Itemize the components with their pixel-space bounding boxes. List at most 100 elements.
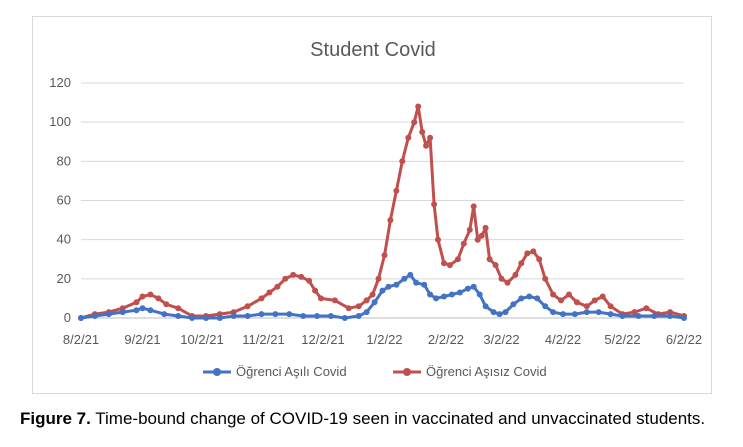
legend-item-1: Öğrenci Aşısız Covid: [393, 364, 547, 379]
data-point-1-29: [375, 275, 382, 282]
data-point-1-44: [454, 256, 461, 263]
data-point-0-20: [341, 315, 348, 321]
data-point-1-66: [591, 297, 598, 304]
data-point-1-55: [512, 271, 519, 278]
data-point-1-16: [266, 289, 273, 296]
data-point-0-28: [407, 271, 414, 278]
x-tick-label: 11/2/21: [242, 332, 284, 347]
legend-label: Öğrenci Aşısız Covid: [426, 364, 547, 379]
data-point-0-24: [379, 287, 386, 294]
data-point-1-45: [460, 240, 467, 247]
data-point-0-32: [433, 295, 440, 302]
data-point-0-19: [327, 313, 334, 319]
data-point-0-4: [133, 307, 140, 314]
data-point-0-56: [651, 313, 658, 319]
data-point-0-7: [161, 311, 168, 318]
line-chart: Student Covid 0 20 40 60 80 100 120 8/2/21 9/2/2…: [49, 39, 702, 379]
data-point-1-4: [133, 299, 140, 306]
data-point-1-40: [431, 201, 438, 208]
data-point-1-5: [139, 293, 146, 300]
data-point-1-15: [258, 295, 265, 302]
data-point-0-53: [607, 311, 614, 318]
legend: Öğrenci Aşılı Covid Öğrenci Aşısız Covid: [203, 364, 547, 379]
data-point-1-68: [607, 303, 614, 310]
data-point-1-7: [155, 295, 162, 302]
data-point-0-52: [595, 309, 602, 316]
data-point-1-39: [427, 134, 434, 141]
data-point-1-71: [643, 305, 650, 312]
axis-labels: 0 20 40 60 80 100 120 8/2/21 9/2/21 10/2/21 11/2/2…: [49, 75, 702, 347]
data-point-0-15: [272, 311, 279, 318]
data-point-0-21: [355, 313, 362, 319]
y-tick-label: 40: [57, 232, 71, 247]
data-point-0-31: [427, 291, 434, 298]
data-point-1-6: [147, 291, 154, 298]
data-point-0-33: [441, 293, 447, 300]
data-point-1-17: [274, 283, 281, 290]
figure-label: Figure 7.: [20, 409, 91, 428]
data-point-1-19: [290, 271, 297, 278]
y-tick-label: 0: [64, 310, 71, 325]
y-tick-label: 100: [49, 114, 71, 129]
data-point-1-28: [369, 291, 376, 298]
x-tick-label: 1/2/22: [366, 332, 402, 347]
data-point-0-41: [496, 311, 503, 318]
data-point-0-39: [482, 303, 489, 310]
data-point-0-44: [518, 295, 525, 302]
data-point-1-23: [318, 295, 324, 302]
data-point-1-9: [175, 305, 182, 312]
data-point-1-53: [498, 275, 505, 282]
data-point-0-27: [401, 275, 408, 282]
x-tick-label: 9/2/21: [124, 332, 160, 347]
data-series: [78, 103, 687, 321]
series-line-0: [80, 273, 685, 320]
data-point-1-49: [478, 232, 485, 239]
legend-label: Öğrenci Aşılı Covid: [236, 364, 347, 379]
data-point-0-45: [526, 293, 533, 300]
data-point-0-35: [456, 289, 463, 296]
chart-title: Student Covid: [310, 39, 436, 61]
data-point-0-54: [619, 313, 626, 319]
data-point-1-43: [446, 262, 453, 269]
data-point-1-70: [631, 309, 638, 316]
series-0: [78, 271, 687, 321]
data-point-1-41: [435, 236, 441, 243]
data-point-0-47: [542, 303, 549, 310]
data-point-1-26: [355, 303, 362, 310]
gridlines: [81, 82, 684, 319]
x-tick-label: 6/2/22: [666, 332, 702, 347]
data-point-0-3: [119, 309, 126, 316]
data-point-1-18: [282, 275, 289, 282]
data-point-0-57: [667, 313, 674, 319]
y-tick-label: 60: [57, 193, 71, 208]
data-point-1-64: [573, 299, 580, 306]
data-point-0-58: [681, 315, 687, 321]
data-point-0-40: [490, 309, 497, 316]
data-point-1-58: [530, 248, 537, 255]
data-point-0-0: [78, 315, 84, 321]
x-tick-label: 10/2/21: [180, 332, 223, 347]
x-tick-label: 5/2/22: [604, 332, 640, 347]
data-point-0-23: [371, 299, 378, 306]
data-point-1-63: [566, 291, 572, 298]
data-point-1-62: [558, 297, 564, 304]
data-point-0-13: [244, 313, 251, 319]
data-point-1-22: [312, 287, 319, 294]
series-line-1: [80, 105, 685, 320]
data-point-1-31: [387, 217, 394, 224]
figure-caption: Figure 7. Time-bound change of COVID-19 …: [20, 409, 735, 429]
data-point-1-24: [331, 297, 338, 304]
data-point-1-21: [306, 277, 313, 284]
data-point-1-47: [470, 203, 477, 210]
data-point-0-38: [476, 291, 483, 298]
data-point-0-5: [139, 305, 146, 312]
data-point-1-54: [504, 279, 511, 286]
data-point-0-51: [583, 309, 590, 316]
data-point-1-36: [415, 103, 422, 110]
data-point-0-34: [448, 291, 455, 298]
data-point-1-59: [536, 256, 543, 263]
data-point-1-35: [411, 119, 418, 126]
data-point-0-43: [510, 301, 517, 308]
data-point-0-22: [363, 309, 370, 316]
data-point-0-30: [421, 281, 428, 288]
